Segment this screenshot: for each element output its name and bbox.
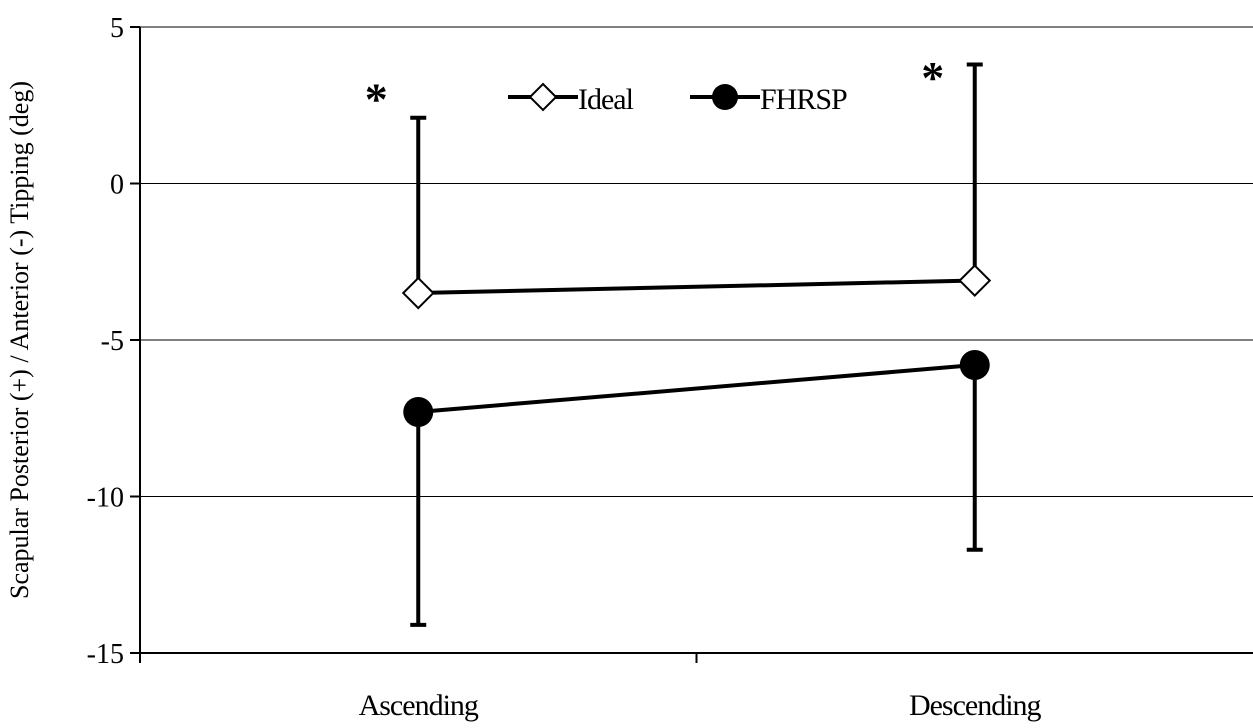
data-point-circle <box>403 396 434 427</box>
x-tick-label: Descending <box>909 689 1042 722</box>
legend-marker-circle <box>712 84 738 110</box>
legend-marker-diamond <box>528 82 558 112</box>
gridlines <box>140 26 1253 497</box>
significance-asterisk: * <box>365 74 388 125</box>
data-point-diamond <box>401 276 435 310</box>
data-point-diamond <box>958 264 992 297</box>
series-line <box>418 363 975 414</box>
series <box>401 62 992 627</box>
data-point-circle <box>959 350 990 381</box>
y-tick-label: -10 <box>87 483 124 514</box>
legend-label: Ideal <box>578 83 634 116</box>
y-tick-label: 0 <box>110 170 124 201</box>
series-line <box>418 278 975 296</box>
y-axis-label: Scapular Posterior (+) / Anterior (-) Ti… <box>5 81 34 599</box>
x-tick-label: Ascending <box>359 689 479 722</box>
y-tick-label: -15 <box>87 639 124 670</box>
annotations: * * <box>365 52 945 125</box>
axes: 5 0 -5 -10 -15 Ascending Descending <box>87 13 1253 722</box>
significance-asterisk: * <box>921 52 944 103</box>
legend-label: FHRSP <box>760 83 847 116</box>
y-tick-label: -5 <box>101 326 124 357</box>
y-tick-label: 5 <box>110 13 124 44</box>
legend: Ideal FHRSP <box>508 82 848 116</box>
